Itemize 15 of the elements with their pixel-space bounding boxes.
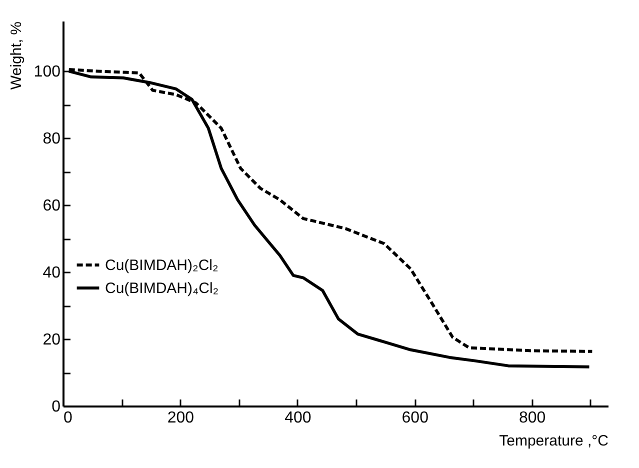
x-tick-label: 400 bbox=[284, 410, 312, 426]
y-tick-label: 40 bbox=[42, 264, 61, 282]
y-tick-label: 100 bbox=[34, 64, 61, 81]
legend-label: Cu(BIMDAH)₄Cl₂ bbox=[105, 280, 219, 297]
y-tick-label: 60 bbox=[42, 198, 61, 215]
x-tick-label: 0 bbox=[64, 410, 72, 426]
y-axis-title: Weight, % bbox=[8, 22, 25, 90]
legend-label: Cu(BIMDAH)₂Cl₂ bbox=[105, 257, 218, 274]
x-axis-title: Temperature ,°C bbox=[499, 432, 609, 450]
x-tick-label: 800 bbox=[518, 410, 546, 426]
y-tick-label: 0 bbox=[52, 398, 61, 416]
y-tick-label: 20 bbox=[42, 332, 61, 349]
x-tick-label: 200 bbox=[167, 410, 194, 426]
x-tick-label: 600 bbox=[402, 410, 429, 426]
y-tick-label: 80 bbox=[42, 130, 61, 148]
